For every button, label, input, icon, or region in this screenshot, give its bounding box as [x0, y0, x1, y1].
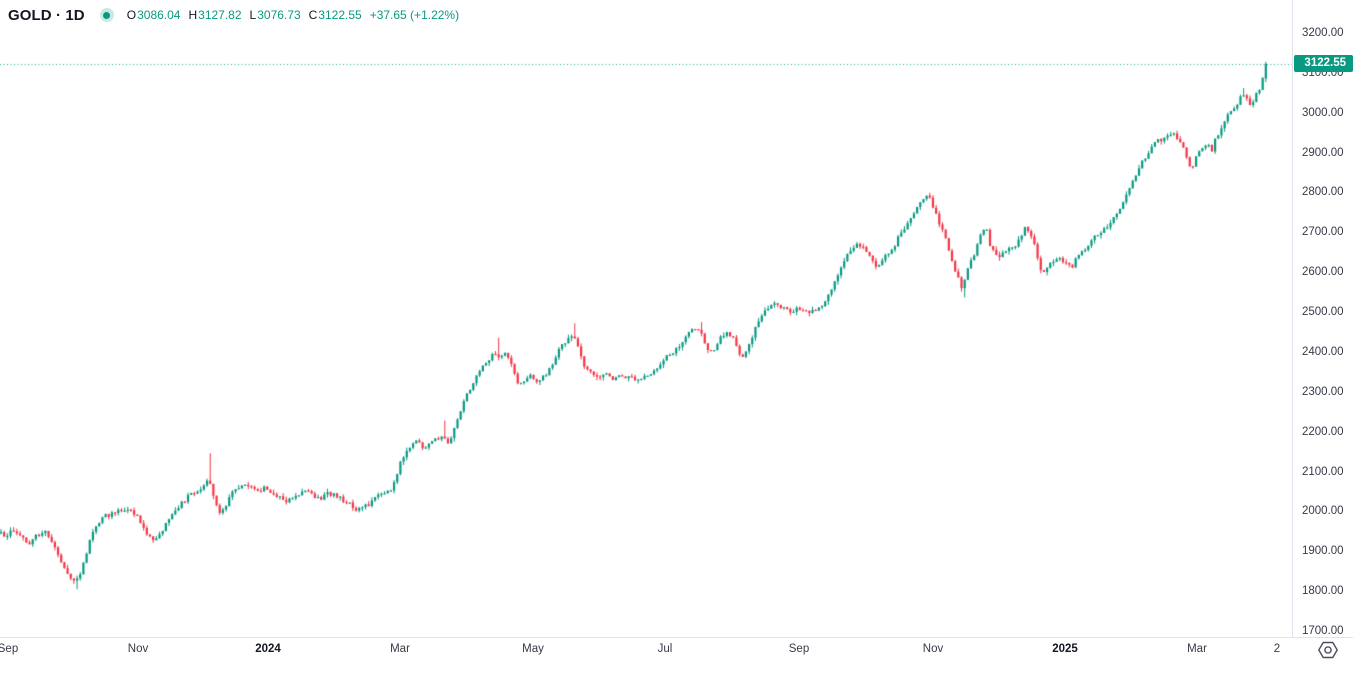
open-label: O	[126, 8, 137, 22]
price-axis-label: 1700.00	[1302, 625, 1344, 638]
time-axis-year-label: 2024	[255, 643, 281, 655]
price-axis-label: 2900.00	[1302, 146, 1344, 159]
price-axis[interactable]: 3200.00 3100.00 3000.00 2900.00 2800.00 2700.…	[1293, 0, 1353, 637]
time-axis-label: Mar	[1187, 643, 1207, 655]
price-axis-label: 2000.00	[1302, 505, 1344, 518]
high-value: 3127.82	[198, 8, 242, 22]
time-axis-label: Sep	[788, 643, 810, 655]
open-value: 3086.04	[137, 8, 181, 22]
close-label: C	[308, 8, 318, 22]
last-price-badge: 3122.55	[1294, 55, 1353, 73]
price-axis-label: 2200.00	[1302, 425, 1344, 438]
time-axis-label: Jul	[657, 643, 673, 655]
price-axis-label: 2100.00	[1302, 465, 1344, 478]
time-axis[interactable]: Sep Nov 2024 Mar May Jul Sep Nov 2025 Mar 2	[0, 638, 1292, 676]
time-axis-label: Nov	[922, 643, 944, 655]
price-axis-label: 3000.00	[1302, 106, 1344, 119]
price-axis-label: 1800.00	[1302, 585, 1344, 598]
time-axis-divider	[0, 637, 1353, 638]
price-axis-label: 2700.00	[1302, 226, 1344, 239]
high-label: H	[188, 8, 198, 22]
low-label: L	[249, 8, 257, 22]
price-axis-label: 2500.00	[1302, 306, 1344, 319]
series-marker-icon[interactable]	[99, 8, 114, 22]
price-axis-label: 2300.00	[1302, 385, 1344, 398]
price-axis-label: 3200.00	[1302, 27, 1344, 39]
price-axis-label: 2800.00	[1302, 186, 1344, 199]
time-axis-label: Sep	[0, 643, 19, 655]
time-axis-label: May	[522, 643, 544, 655]
change-value: +37.65 (+1.22%)	[369, 8, 460, 22]
time-axis-label: 2	[1273, 643, 1281, 655]
series-marker-dot	[103, 11, 111, 19]
price-axis-label: 1900.00	[1302, 545, 1344, 558]
close-value: 3122.55	[318, 8, 362, 22]
price-axis-label: 2600.00	[1302, 266, 1344, 279]
price-scale-settings-gear-icon[interactable]	[1316, 641, 1340, 659]
time-axis-year-label: 2025	[1052, 643, 1078, 655]
price-axis-divider	[1292, 0, 1293, 637]
price-axis-label: 2400.00	[1302, 345, 1344, 358]
time-axis-label: Mar	[390, 643, 410, 655]
low-value: 3076.73	[257, 8, 301, 22]
chart-legend: GOLD · 1D O 3086.04 H 3127.82 L 3076.73 C 3122.…	[8, 4, 459, 26]
ohlc-readout: O 3086.04 H 3127.82 L 3076.73 C 3122.55 +37.65 (…	[127, 8, 459, 22]
time-axis-label: Nov	[127, 643, 149, 655]
symbol-title[interactable]: GOLD · 1D	[8, 6, 85, 24]
